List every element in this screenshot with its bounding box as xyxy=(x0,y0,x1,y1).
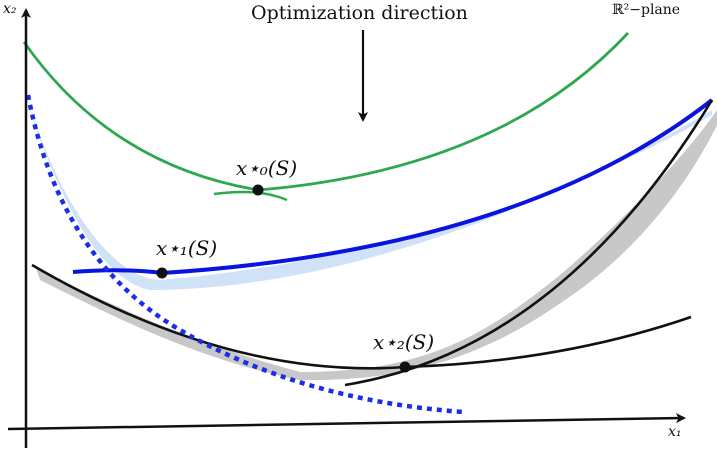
y-axis-label: x₂ xyxy=(3,1,17,17)
x-axis-label: x₁ xyxy=(668,424,682,440)
point-x0-label: x⋆₀(S) xyxy=(236,156,298,180)
point-x1 xyxy=(156,267,168,279)
blue-curve-shadow xyxy=(30,110,712,290)
plane-label: ℝ²−plane xyxy=(612,2,681,18)
optimization-direction-label: Optimization direction xyxy=(251,2,468,24)
green-curve-short xyxy=(213,190,288,202)
point-x2 xyxy=(399,361,411,373)
point-x1-label: x⋆₁(S) xyxy=(156,236,218,260)
point-x0 xyxy=(252,184,264,196)
x-axis xyxy=(7,413,686,431)
green-curve-upper xyxy=(22,32,630,192)
point-x2-label: x⋆₂(S) xyxy=(373,330,435,354)
blue-curve xyxy=(72,98,714,276)
